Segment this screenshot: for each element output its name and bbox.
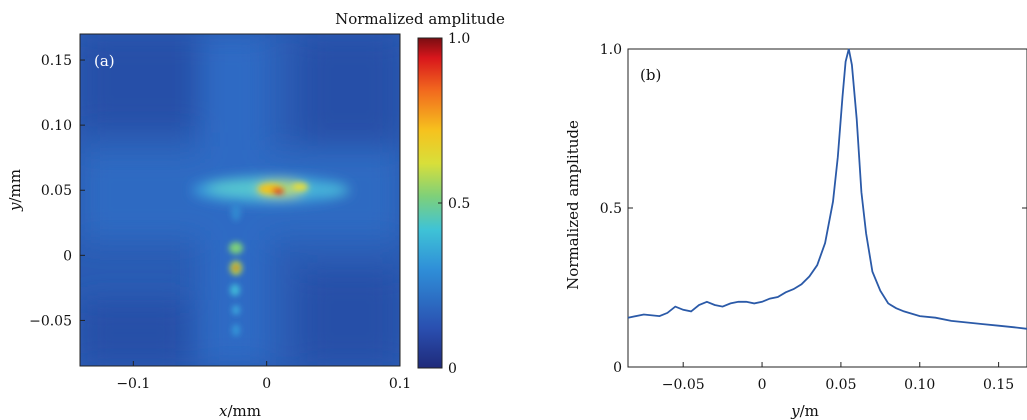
panel-a-tag: (a): [94, 52, 115, 70]
panel-b-y-axis-label: Normalized amplitude: [564, 120, 582, 290]
panel-a-y-tick-label: 0.15: [41, 53, 72, 69]
panel-b-x-tick-label: −0.05: [662, 377, 705, 393]
colorbar-tick-label: 0.5: [448, 196, 470, 212]
panel-b-x-tick-label: 0.10: [904, 377, 935, 393]
panel-a-y-axis-label: y/mm: [6, 169, 24, 212]
panel-b-x-tick-label: 0.15: [983, 377, 1014, 393]
panel-a-x-tick-label: 0.1: [389, 376, 411, 392]
panel-b-y-tick-label: 0.5: [600, 201, 622, 217]
panel-b-x-axis-label: y/m: [790, 402, 819, 420]
panel-a-y-label-unit: /mm: [6, 169, 24, 203]
panel-a-y-tick-label: 0.05: [41, 183, 72, 199]
colorbar-tick-label: 1.0: [448, 31, 470, 47]
heatmap-plot-area: [80, 34, 400, 366]
panel-a-x-axis-label: x/mm: [219, 402, 261, 420]
panel-a-y-tick-label: 0.10: [41, 118, 72, 134]
panel-b-x-label-var: y: [790, 402, 800, 420]
colorbar-title: Normalized amplitude: [335, 10, 505, 28]
line-plot-frame: [627, 48, 1027, 368]
colorbar-tick-label: 0: [448, 361, 457, 377]
panel-b-tag: (b): [640, 66, 661, 84]
panel-a: (a) −0.1 0 0.1 0.15 0.10 0.05 0 −0.05 x/mm y/mm: [6, 33, 411, 420]
panel-b: (b) −0.05 0 0.05 0.10 0.15 1.0 0.5 0 y/m Normal…: [564, 42, 1027, 420]
panel-a-x-tick-label: 0: [262, 376, 271, 392]
panel-a-x-label-var: x: [219, 402, 228, 420]
series-line: [627, 48, 1027, 330]
panel-b-x-tick-label: 0: [758, 377, 767, 393]
panel-a-y-tick-label: 0: [63, 248, 72, 264]
panel-b-y-tick-label: 0: [613, 360, 622, 376]
panel-a-x-label-unit: /mm: [227, 402, 261, 420]
panel-a-y-tick-label: −0.05: [29, 313, 72, 329]
colorbar: Normalized amplitude 1.0 0.5 0: [335, 10, 505, 377]
panel-a-y-label-var: y: [6, 202, 24, 212]
heatmap-frame: [79, 33, 401, 367]
panel-b-x-label-unit: /m: [800, 402, 819, 420]
panel-a-x-tick-label: −0.1: [116, 376, 150, 392]
panel-b-x-tick-label: 0.05: [825, 377, 856, 393]
panel-b-y-tick-label: 1.0: [600, 42, 622, 58]
